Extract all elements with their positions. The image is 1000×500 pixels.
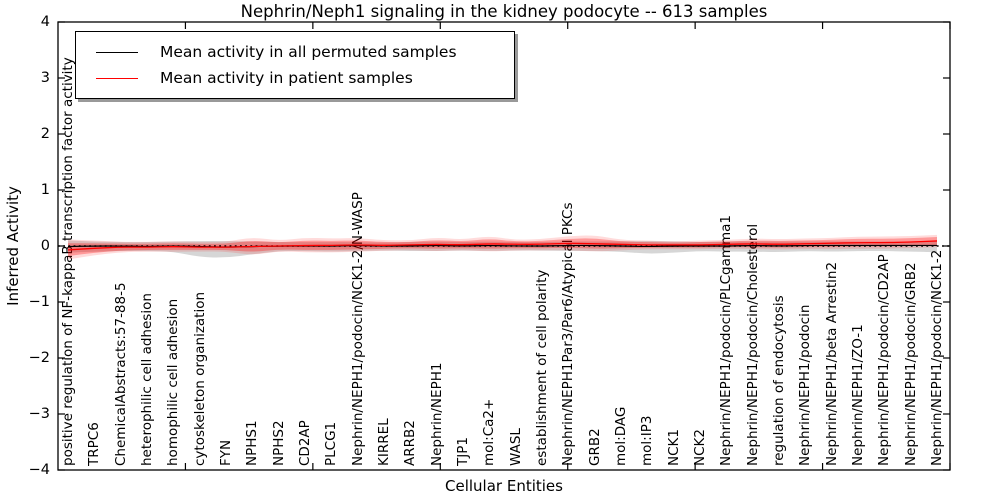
legend-label: Mean activity in all permuted samples	[160, 43, 457, 61]
y-tick-label: 4	[40, 14, 50, 30]
legend-line-swatch	[96, 51, 138, 53]
y-tick-label: −1	[28, 294, 50, 310]
legend-label: Mean activity in patient samples	[160, 69, 413, 87]
y-tick-label: −4	[28, 462, 50, 478]
y-tick-label: −2	[28, 350, 50, 366]
y-tick-label: 3	[40, 70, 50, 86]
legend-entry: Mean activity in all permuted samples	[76, 39, 514, 65]
chart-title: Nephrin/Neph1 signaling in the kidney po…	[240, 2, 768, 21]
x-axis-title: Cellular Entities	[445, 477, 563, 495]
y-tick-label: 2	[40, 126, 50, 142]
legend-entry: Mean activity in patient samples	[76, 65, 514, 91]
line-patient-mean	[67, 240, 938, 251]
legend: Mean activity in all permuted samples Mea…	[75, 31, 515, 99]
band-patient	[68, 237, 937, 257]
band-patient-outer	[68, 234, 937, 260]
y-tick-label: 0	[40, 238, 50, 254]
y-tick-label: 1	[40, 182, 50, 198]
legend-line-swatch	[96, 77, 138, 79]
y-tick-label: −3	[28, 406, 50, 422]
